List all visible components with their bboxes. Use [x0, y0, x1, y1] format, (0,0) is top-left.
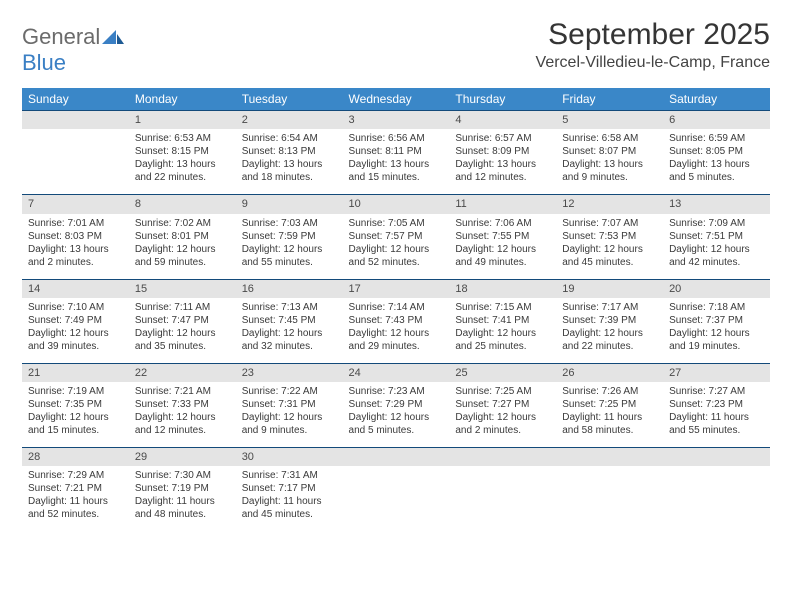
day-data-cell [343, 466, 450, 531]
day-number-cell: 21 [22, 363, 129, 382]
day-number-cell: 7 [22, 195, 129, 214]
day-data-cell [22, 129, 129, 195]
day-number-cell: 26 [556, 363, 663, 382]
page-header: General Blue September 2025 Vercel-Ville… [22, 18, 770, 76]
day-number-cell [22, 111, 129, 130]
day-number-cell [343, 448, 450, 467]
day-number-row: 282930 [22, 448, 770, 467]
day-number-row: 21222324252627 [22, 363, 770, 382]
day-data-cell: Sunrise: 7:27 AMSunset: 7:23 PMDaylight:… [663, 382, 770, 448]
day-data-cell: Sunrise: 7:02 AMSunset: 8:01 PMDaylight:… [129, 214, 236, 280]
day-number-cell: 25 [449, 363, 556, 382]
day-data-row: Sunrise: 7:19 AMSunset: 7:35 PMDaylight:… [22, 382, 770, 448]
day-number-row: 14151617181920 [22, 279, 770, 298]
day-data-cell [556, 466, 663, 531]
day-number-cell: 3 [343, 111, 450, 130]
calendar-table: SundayMondayTuesdayWednesdayThursdayFrid… [22, 88, 770, 531]
day-data-cell [449, 466, 556, 531]
day-number-cell [663, 448, 770, 467]
day-data-cell: Sunrise: 6:59 AMSunset: 8:05 PMDaylight:… [663, 129, 770, 195]
day-number-cell: 9 [236, 195, 343, 214]
logo-sail-icon [102, 24, 124, 49]
day-data-cell: Sunrise: 7:07 AMSunset: 7:53 PMDaylight:… [556, 214, 663, 280]
day-data-row: Sunrise: 7:10 AMSunset: 7:49 PMDaylight:… [22, 298, 770, 364]
day-number-cell: 1 [129, 111, 236, 130]
day-data-cell: Sunrise: 7:26 AMSunset: 7:25 PMDaylight:… [556, 382, 663, 448]
day-data-cell: Sunrise: 7:15 AMSunset: 7:41 PMDaylight:… [449, 298, 556, 364]
day-data-cell: Sunrise: 7:17 AMSunset: 7:39 PMDaylight:… [556, 298, 663, 364]
day-number-cell: 27 [663, 363, 770, 382]
weekday-header: Saturday [663, 88, 770, 111]
day-number-row: 78910111213 [22, 195, 770, 214]
logo-word-1: General [22, 24, 100, 49]
day-data-cell: Sunrise: 7:01 AMSunset: 8:03 PMDaylight:… [22, 214, 129, 280]
day-data-cell: Sunrise: 7:05 AMSunset: 7:57 PMDaylight:… [343, 214, 450, 280]
day-number-cell: 8 [129, 195, 236, 214]
day-data-cell: Sunrise: 7:25 AMSunset: 7:27 PMDaylight:… [449, 382, 556, 448]
day-number-cell: 11 [449, 195, 556, 214]
weekday-header-row: SundayMondayTuesdayWednesdayThursdayFrid… [22, 88, 770, 111]
day-number-cell: 2 [236, 111, 343, 130]
day-data-cell: Sunrise: 7:29 AMSunset: 7:21 PMDaylight:… [22, 466, 129, 531]
day-number-cell [556, 448, 663, 467]
day-data-row: Sunrise: 7:29 AMSunset: 7:21 PMDaylight:… [22, 466, 770, 531]
weekday-header: Wednesday [343, 88, 450, 111]
day-number-cell [449, 448, 556, 467]
day-data-cell: Sunrise: 6:58 AMSunset: 8:07 PMDaylight:… [556, 129, 663, 195]
logo-word-2: Blue [22, 50, 66, 75]
day-data-cell: Sunrise: 6:54 AMSunset: 8:13 PMDaylight:… [236, 129, 343, 195]
day-number-cell: 10 [343, 195, 450, 214]
day-data-cell: Sunrise: 7:23 AMSunset: 7:29 PMDaylight:… [343, 382, 450, 448]
day-data-cell: Sunrise: 7:22 AMSunset: 7:31 PMDaylight:… [236, 382, 343, 448]
day-data-cell: Sunrise: 7:31 AMSunset: 7:17 PMDaylight:… [236, 466, 343, 531]
day-data-cell: Sunrise: 7:18 AMSunset: 7:37 PMDaylight:… [663, 298, 770, 364]
weekday-header: Monday [129, 88, 236, 111]
day-number-cell: 18 [449, 279, 556, 298]
day-number-cell: 28 [22, 448, 129, 467]
day-data-cell: Sunrise: 7:11 AMSunset: 7:47 PMDaylight:… [129, 298, 236, 364]
day-data-row: Sunrise: 6:53 AMSunset: 8:15 PMDaylight:… [22, 129, 770, 195]
day-number-cell: 22 [129, 363, 236, 382]
weekday-header: Tuesday [236, 88, 343, 111]
day-data-cell: Sunrise: 6:57 AMSunset: 8:09 PMDaylight:… [449, 129, 556, 195]
day-number-cell: 24 [343, 363, 450, 382]
day-number-cell: 30 [236, 448, 343, 467]
day-number-cell: 6 [663, 111, 770, 130]
weekday-header: Sunday [22, 88, 129, 111]
day-number-cell: 16 [236, 279, 343, 298]
day-number-cell: 14 [22, 279, 129, 298]
logo-text: General Blue [22, 24, 124, 76]
day-number-cell: 5 [556, 111, 663, 130]
day-number-cell: 29 [129, 448, 236, 467]
logo: General Blue [22, 18, 124, 76]
day-number-cell: 19 [556, 279, 663, 298]
day-number-row: 123456 [22, 111, 770, 130]
location: Vercel-Villedieu-le-Camp, France [536, 54, 770, 72]
day-data-cell: Sunrise: 7:21 AMSunset: 7:33 PMDaylight:… [129, 382, 236, 448]
day-number-cell: 12 [556, 195, 663, 214]
month-title: September 2025 [536, 18, 770, 52]
day-data-cell: Sunrise: 7:10 AMSunset: 7:49 PMDaylight:… [22, 298, 129, 364]
day-data-cell: Sunrise: 6:53 AMSunset: 8:15 PMDaylight:… [129, 129, 236, 195]
day-data-cell: Sunrise: 7:13 AMSunset: 7:45 PMDaylight:… [236, 298, 343, 364]
title-block: September 2025 Vercel-Villedieu-le-Camp,… [536, 18, 770, 72]
day-data-cell: Sunrise: 7:06 AMSunset: 7:55 PMDaylight:… [449, 214, 556, 280]
day-data-cell: Sunrise: 7:09 AMSunset: 7:51 PMDaylight:… [663, 214, 770, 280]
day-data-row: Sunrise: 7:01 AMSunset: 8:03 PMDaylight:… [22, 214, 770, 280]
day-data-cell: Sunrise: 6:56 AMSunset: 8:11 PMDaylight:… [343, 129, 450, 195]
day-data-cell: Sunrise: 7:19 AMSunset: 7:35 PMDaylight:… [22, 382, 129, 448]
day-number-cell: 13 [663, 195, 770, 214]
day-number-cell: 23 [236, 363, 343, 382]
day-data-cell: Sunrise: 7:03 AMSunset: 7:59 PMDaylight:… [236, 214, 343, 280]
day-data-cell: Sunrise: 7:30 AMSunset: 7:19 PMDaylight:… [129, 466, 236, 531]
weekday-header: Friday [556, 88, 663, 111]
day-number-cell: 20 [663, 279, 770, 298]
weekday-header: Thursday [449, 88, 556, 111]
day-data-cell: Sunrise: 7:14 AMSunset: 7:43 PMDaylight:… [343, 298, 450, 364]
day-number-cell: 17 [343, 279, 450, 298]
day-number-cell: 4 [449, 111, 556, 130]
day-data-cell [663, 466, 770, 531]
day-number-cell: 15 [129, 279, 236, 298]
